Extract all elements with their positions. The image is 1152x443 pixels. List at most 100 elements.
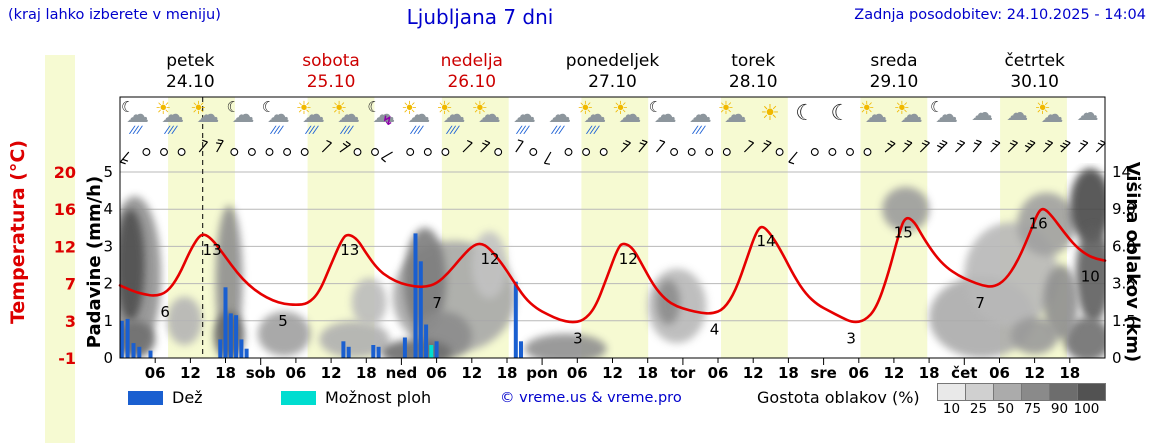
precip-bar (228, 313, 233, 358)
wind-calm-symbol (353, 148, 362, 156)
cloud-icon: ☁ (723, 102, 747, 128)
credit-link[interactable]: © vreme.us & vreme.pro (500, 390, 682, 406)
weather-icon-sun-cloud: ☀ ☁ (472, 99, 507, 139)
temp-value-label: 14 (757, 232, 776, 250)
wind-barb-feather (217, 139, 224, 142)
wind-barb-feather (1009, 142, 1016, 146)
day-date: 27.10 (588, 72, 637, 92)
wind-barb-feather (1100, 139, 1106, 144)
precip-bar (131, 343, 136, 358)
wind-barb (638, 141, 648, 153)
x-tick-label: 18 (497, 364, 518, 382)
cloud-axis-tick: 9.0 (1112, 200, 1136, 218)
wind-barb-feather (941, 139, 948, 144)
wind-barb-feather (1029, 139, 1036, 144)
x-tick-label: 18 (215, 364, 236, 382)
weather-icon-moon-cloud: ☾ ☁ (648, 99, 683, 139)
x-tick-label: 12 (180, 364, 201, 382)
wind-calm-symbol (564, 148, 573, 156)
x-tick-label: 06 (989, 364, 1010, 382)
precip-bar (429, 345, 434, 358)
cloud-icon: ☁ (899, 102, 923, 128)
cloud-axis-tick: 3.5 (1112, 275, 1136, 293)
menu-hint: (kraj lahko izberete v meniju) (8, 7, 221, 23)
wind-barb (656, 141, 666, 153)
x-tick-label: 18 (1059, 364, 1080, 382)
temp-value-label: 12 (619, 250, 638, 268)
wind-calm-symbol (406, 148, 415, 156)
cloud-blob (1075, 225, 1105, 323)
wind-barb (937, 142, 948, 153)
precip-bar (223, 287, 228, 358)
wind-barb (321, 142, 332, 153)
wind-barb-feather (122, 158, 129, 162)
temp-value-label: 6 (160, 303, 170, 321)
precip-bar (341, 341, 346, 358)
x-tick-label: čet (951, 364, 977, 382)
weather-icon-sun-cloud-rain: ☀ ☁/// (155, 99, 190, 139)
cloud-blob (1017, 192, 1076, 256)
cloud-icon: ☁ (1040, 102, 1064, 128)
sun-icon: ☀ (401, 98, 418, 119)
wind-barb (743, 142, 755, 153)
day-name: petek (166, 51, 215, 71)
cloud-icon: ☁ (477, 102, 501, 128)
temp-value-label: 13 (203, 241, 222, 259)
cloud-density-value: 10 (942, 401, 961, 417)
precip-axis-tick: 1 (103, 312, 113, 330)
weather-icon-cloud-rain: ☁/// (542, 99, 577, 139)
wind-calm-symbol (230, 148, 239, 156)
wind-barb-feather (625, 139, 631, 144)
day-header-torek: torek 28.10 (683, 51, 824, 93)
day-date: 30.10 (1010, 72, 1059, 92)
day-date: 25.10 (306, 72, 356, 92)
cloud-blob (257, 311, 311, 357)
weather-icon-cloud-rain: ☁/// (507, 99, 542, 139)
wind-barb-feather (622, 142, 629, 146)
wind-barb (381, 151, 393, 160)
wind-barb (919, 142, 930, 153)
x-tick-label: sre (810, 364, 837, 382)
wind-calm-symbol (810, 148, 819, 156)
wind-barb-feather (345, 140, 351, 145)
wind-barb-feather (748, 139, 754, 144)
x-tick-label: 06 (426, 364, 447, 382)
precip-bar (148, 350, 153, 358)
precip-axis-tick: 3 (103, 237, 113, 255)
cloud-icon: ☁ (407, 102, 431, 128)
cloud-icon: ☁ (864, 102, 888, 128)
day-date: 26.10 (447, 72, 497, 92)
lightning-icon: ↯ (382, 114, 394, 129)
weather-icon-moon-cloud-thunder: ☾ ☁ ↯ (366, 99, 401, 139)
day-header-ponedeljek: ponedeljek 27.10 (542, 51, 683, 93)
cloud-icon: ☁ (126, 102, 149, 128)
wind-barb-feather (1082, 139, 1089, 144)
day-name: ponedeljek (565, 51, 660, 71)
x-tick-label: 18 (919, 364, 940, 382)
wind-barb-feather (517, 139, 524, 142)
wind-barb-feather (1097, 142, 1104, 146)
weather-icon-sun-cloud: ☀ ☁ (718, 99, 753, 139)
wind-barb-feather (1024, 144, 1031, 149)
day-name: sobota (302, 51, 360, 71)
day-header-petek: petek 24.10 (120, 51, 261, 93)
cloud-icon: ☁ (1006, 101, 1029, 126)
weather-icon-moon-cloud-rain: ☾ ☁/// (120, 99, 155, 139)
temp-axis-tick: 20 (54, 163, 76, 182)
weather-icon-moon: ☾ (788, 99, 823, 139)
page-title: Ljubljana 7 dni (406, 5, 554, 29)
wind-barb (788, 151, 798, 163)
precip-bar (402, 337, 407, 358)
moon-icon: ☾ (830, 101, 851, 126)
wind-barb-feather (202, 139, 208, 143)
sun-icon: ☀ (190, 98, 207, 119)
precip-bar (513, 281, 518, 358)
wind-barb-feather (924, 139, 930, 144)
wind-barb-feather (763, 142, 769, 146)
weather-icon-cloud-rain: ☁/// (683, 99, 718, 139)
x-tick-label: 12 (321, 364, 342, 382)
day-date: 28.10 (728, 72, 778, 92)
moon-icon: ☾ (795, 101, 815, 126)
wind-barb (543, 151, 552, 164)
cloud-density-scale (937, 383, 1106, 401)
